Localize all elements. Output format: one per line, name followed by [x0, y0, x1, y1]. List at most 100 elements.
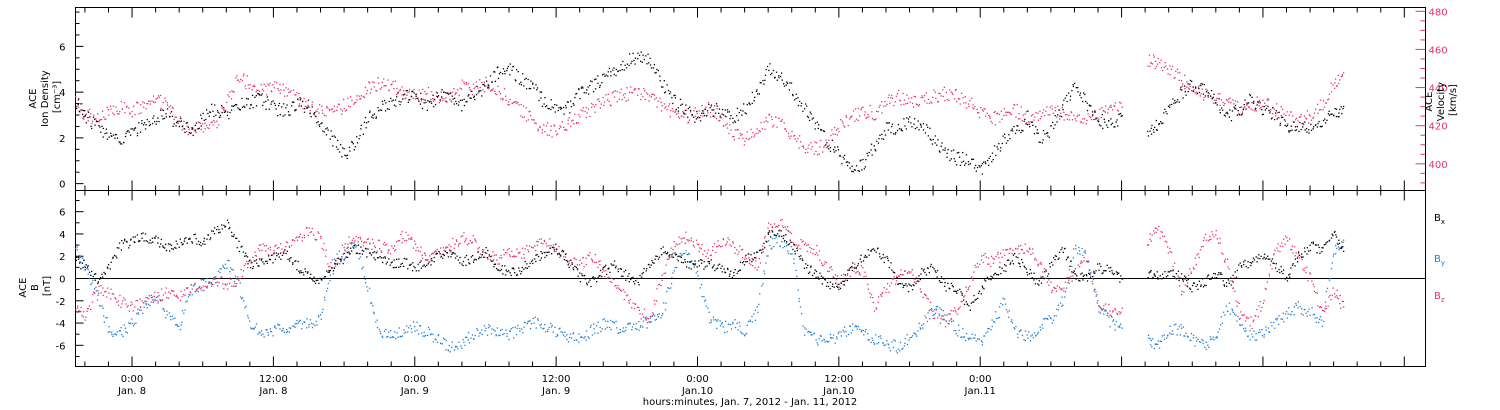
bx-by-bz-y-point [1325, 290, 1328, 293]
bx-by-bz-y-point [163, 310, 165, 312]
bx-by-bz-z-point [173, 294, 175, 296]
velocity-point [744, 140, 746, 142]
density-point [1244, 99, 1246, 101]
bx-by-bz-z-point [935, 309, 938, 311]
bx-by-bz-z-point [1029, 248, 1031, 250]
bx-by-bz-y-point [1032, 336, 1034, 339]
bx-by-bz-y-point [861, 329, 863, 332]
bx-by-bz-z-point [486, 252, 488, 254]
density-point [940, 145, 942, 147]
velocity-point [104, 118, 106, 120]
bx-by-bz-z-point [1149, 233, 1151, 235]
bx-by-bz-y-point [1050, 317, 1052, 320]
bx-by-bz-z-point [364, 241, 366, 243]
bx-by-bz-z-point [328, 265, 330, 268]
density-point [1047, 135, 1049, 137]
bx-by-bz-y-point [1304, 308, 1306, 311]
density-tick-label: 6 [59, 42, 65, 53]
bx-by-bz-y-point [983, 335, 986, 337]
density-point [95, 120, 98, 123]
bx-by-bz-z-point [416, 246, 419, 249]
bx-by-bz-z-point [1212, 234, 1214, 236]
density-point [825, 144, 827, 146]
bx-by-bz-y-point [1083, 251, 1085, 253]
bx-by-bz-z-point [365, 241, 367, 243]
velocity-point [113, 113, 115, 116]
density-point [473, 95, 475, 97]
velocity-point [136, 101, 138, 103]
velocity-point [508, 101, 510, 103]
density-point [497, 66, 499, 68]
bx-by-bz-z-point [812, 252, 814, 255]
velocity-point [274, 81, 276, 83]
density-point [474, 98, 476, 101]
velocity-point [934, 91, 936, 93]
density-point [672, 102, 674, 105]
bx-by-bz-z-point [218, 282, 220, 284]
bx-by-bz-y-point [210, 281, 213, 284]
velocity-point [655, 97, 657, 99]
density-point [1017, 125, 1019, 127]
bx-by-bz-y-point [1211, 338, 1213, 340]
bx-by-bz-z-point [1155, 227, 1157, 230]
density-point [1230, 120, 1233, 122]
bx-by-bz-y-point [257, 333, 259, 335]
bx-by-bz-y-point [1064, 291, 1067, 293]
velocity-point [460, 88, 463, 90]
density-point [530, 80, 532, 82]
velocity-point [110, 108, 112, 110]
bx-by-bz-y-point [88, 277, 90, 280]
bx-by-bz-y-point [1329, 277, 1331, 280]
velocity-point [383, 85, 385, 87]
velocity-point [1042, 112, 1044, 114]
bx-by-bz-z-point [957, 308, 959, 311]
density-point [1328, 110, 1330, 112]
bx-by-bz-z-point [629, 299, 631, 301]
bx-by-bz-y-point [456, 346, 458, 348]
bx-by-bz-z-point [1092, 283, 1094, 285]
velocity-point [813, 153, 815, 155]
bx-by-bz-y-point [673, 270, 675, 272]
velocity-point [1297, 120, 1299, 122]
density-point [192, 134, 194, 136]
velocity-point [160, 107, 162, 109]
bx-by-bz-z-point [90, 308, 92, 310]
bx-by-bz-z-point [641, 313, 644, 315]
bx-by-bz-y-point [421, 332, 423, 334]
bx-by-bz-y-point [1194, 345, 1196, 347]
velocity-point [171, 106, 174, 109]
density-point [319, 125, 321, 128]
velocity-point [200, 129, 202, 131]
density-point [1249, 94, 1252, 97]
bx-by-bz-y-point [843, 331, 845, 333]
density-point [1000, 147, 1002, 149]
bx-by-bz-z-point [1260, 310, 1262, 312]
velocity-point [109, 105, 112, 107]
density-point [1290, 125, 1292, 127]
velocity-point [467, 83, 469, 85]
bx-by-bz-y-point [1075, 248, 1077, 250]
velocity-point [1167, 73, 1169, 75]
bx-by-bz-y-point [323, 296, 326, 298]
bx-by-bz-z-point [829, 267, 831, 269]
velocity-point [268, 84, 270, 86]
density-point [617, 70, 619, 72]
bx-by-bz-z-point [650, 321, 652, 323]
bx-by-bz-z-point [1109, 310, 1111, 312]
bx-by-bz-y-point [1102, 308, 1104, 310]
density-point [101, 125, 103, 127]
velocity-point [780, 120, 782, 122]
density-point [377, 107, 379, 109]
density-point [1227, 113, 1229, 115]
velocity-point [315, 110, 317, 112]
velocity-point [575, 122, 578, 125]
bx-by-bz-y-point [662, 313, 664, 315]
velocity-point [1339, 79, 1341, 81]
bx-by-bz-y-point [1306, 315, 1308, 317]
bx-by-bz-y-point [655, 318, 658, 321]
velocity-point [1328, 98, 1330, 100]
density-point [198, 127, 200, 129]
density-point [804, 108, 806, 110]
density-point [77, 104, 79, 106]
bx-by-bz-y-point [883, 344, 885, 347]
